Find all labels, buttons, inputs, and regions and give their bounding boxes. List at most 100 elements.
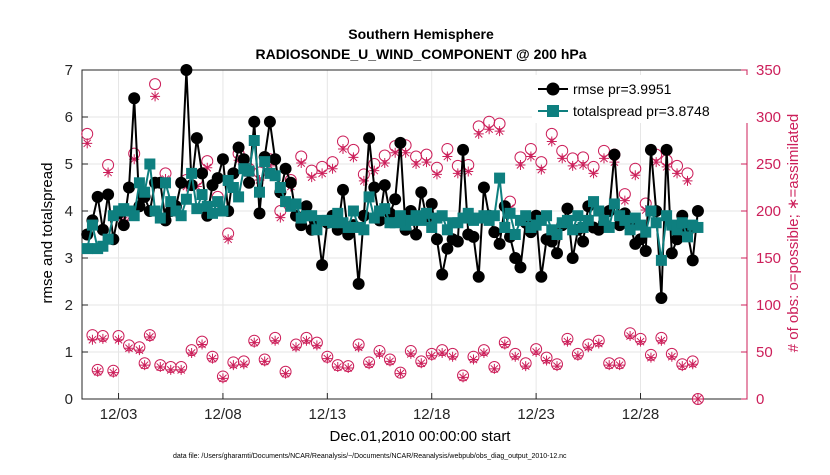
rmse-point (336, 183, 349, 196)
totalspread-point (394, 210, 406, 222)
rmse-point (477, 181, 490, 194)
rmse-point (415, 186, 428, 199)
obs-assimilated-marker (384, 356, 395, 367)
rmse-point (263, 115, 276, 128)
totalspread-point (180, 193, 192, 205)
rmse-point (514, 261, 527, 274)
left-tick-label: 7 (65, 62, 73, 79)
totalspread-point (128, 210, 140, 222)
right-axis: 0 50 100 150 200 250 300 350 (741, 62, 781, 408)
totalspread-point (368, 212, 380, 224)
obs-possible-marker (691, 393, 704, 405)
obs-assimilated-marker (630, 170, 641, 181)
obs-assimilated-marker (421, 157, 432, 168)
rmse-point (248, 115, 261, 128)
totalspread-point (494, 172, 506, 184)
obs-assimilated-marker (614, 360, 625, 371)
rmse-point (352, 277, 365, 290)
obs-assimilated-marker (144, 331, 155, 342)
totalspread-point (86, 219, 98, 231)
rmse-point (561, 202, 574, 215)
rmse-point (357, 209, 370, 222)
obs-assimilated-marker (311, 340, 322, 351)
obs-assimilated-marker (531, 347, 542, 357)
obs-assimilated-marker (337, 143, 348, 154)
obs-assimilated-marker (207, 353, 218, 364)
obs-assimilated-marker (202, 162, 213, 173)
left-tick-label: 6 (65, 109, 73, 126)
totalspread-point (520, 210, 532, 222)
obs-assimilated-marker (317, 168, 328, 179)
obs-assimilated-marker (416, 358, 427, 369)
obs-assimilated-marker (87, 334, 98, 345)
rmse-point (488, 226, 501, 239)
rmse-point (608, 148, 621, 161)
totalspread-point (144, 158, 156, 170)
legend-totalspread-marker (547, 105, 559, 117)
right-tick-label: 300 (756, 109, 781, 126)
left-axis: 0 1 2 3 4 5 6 7 (65, 62, 88, 408)
rmse-point (509, 252, 522, 264)
totalspread-point (624, 224, 636, 236)
totalspread-point (415, 214, 427, 226)
rmse-point (430, 233, 443, 246)
obs-assimilated-marker (113, 334, 124, 345)
totalspread-point (389, 217, 401, 229)
obs-assimilated-marker (651, 157, 662, 168)
right-tick-label: 350 (756, 62, 781, 79)
totalspread-point (154, 212, 166, 224)
rmse-point (493, 237, 506, 250)
totalspread-point (311, 224, 323, 236)
obs-assimilated-marker (473, 128, 484, 139)
obs-assimilated-marker (598, 153, 609, 164)
rmse-point (577, 235, 590, 248)
rmse-point (216, 153, 229, 166)
obs-assimilated-marker (223, 234, 234, 245)
totalspread-point (462, 207, 474, 219)
totalspread-point (358, 224, 370, 236)
totalspread-point (499, 221, 511, 233)
rmse-point (180, 64, 193, 76)
obs-assimilated-marker (672, 168, 683, 179)
totalspread-point (133, 177, 145, 189)
obs-assimilated-marker (604, 360, 615, 371)
obs-assimilated-marker (238, 359, 249, 370)
rmse-point (175, 176, 188, 189)
totalspread-point (363, 191, 375, 203)
totalspread-point (567, 224, 579, 236)
totalspread-point (102, 233, 114, 245)
obs-assimilated-marker (546, 136, 557, 147)
totalspread-point (196, 189, 208, 201)
totalspread-point (212, 196, 224, 208)
rmse-point (655, 291, 668, 304)
totalspread-point (222, 174, 234, 186)
totalspread-point (692, 221, 704, 233)
totalspread-point (290, 198, 302, 210)
obs-assimilated-marker (656, 335, 667, 346)
obs-assimilated-marker (562, 336, 573, 347)
y-axis-label-left: rmse and totalspread (39, 163, 56, 304)
totalspread-point (421, 207, 433, 219)
rmse-point (660, 143, 673, 156)
right-tick-label: 250 (756, 156, 781, 173)
obs-assimilated-marker (301, 335, 312, 346)
obs-assimilated-marker (327, 163, 338, 174)
obs-assimilated-marker (525, 151, 536, 162)
rmse-point (441, 242, 454, 255)
obs-assimilated-marker (447, 351, 458, 362)
obs-assimilated-marker (682, 175, 693, 186)
totalspread-point (332, 207, 344, 219)
totalspread-point (619, 214, 631, 226)
left-tick-label: 1 (65, 344, 73, 361)
totalspread-point (97, 240, 109, 252)
obs-assimilated-marker (536, 164, 547, 175)
obs-assimilated-marker (692, 394, 703, 404)
rmse-point (279, 162, 292, 175)
obs-assimilated-marker (619, 195, 630, 206)
obs-assimilated-marker (186, 347, 197, 358)
rmse-point (378, 179, 391, 192)
rmse-point (566, 252, 579, 264)
rmse-point (122, 181, 135, 194)
totalspread-point (488, 210, 500, 222)
rmse-point (96, 223, 109, 236)
